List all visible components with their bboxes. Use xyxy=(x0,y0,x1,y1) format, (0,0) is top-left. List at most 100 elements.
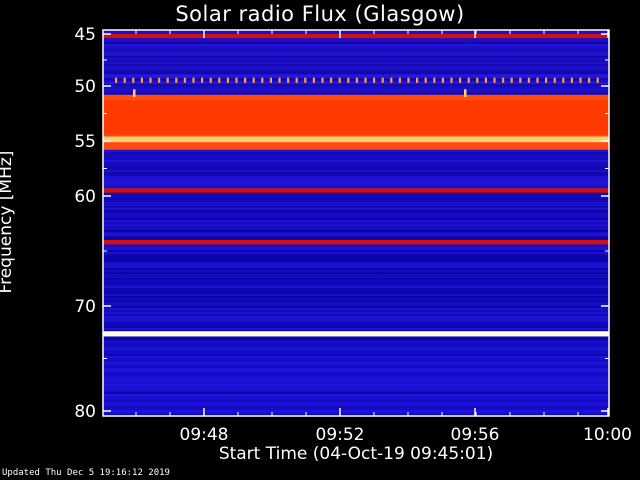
interference-spike xyxy=(201,77,204,83)
texture-stripe xyxy=(103,280,609,282)
texture-stripe xyxy=(103,186,609,188)
interference-spike xyxy=(579,77,582,83)
texture-stripe xyxy=(103,390,609,392)
texture-stripe xyxy=(103,294,609,296)
interference-spike xyxy=(562,77,565,83)
texture-stripe xyxy=(103,176,609,178)
interference-spike xyxy=(373,77,376,83)
texture-stripe xyxy=(103,364,609,366)
interference-spike xyxy=(149,77,152,83)
texture-stripe xyxy=(103,192,609,194)
texture-stripe xyxy=(103,284,609,286)
texture-stripe xyxy=(103,336,609,338)
interference-spike xyxy=(484,77,487,83)
texture-stripe xyxy=(103,158,609,160)
texture-stripe xyxy=(103,276,609,278)
texture-stripe xyxy=(103,270,609,272)
texture-stripe xyxy=(103,206,609,208)
texture-stripe xyxy=(103,398,609,400)
texture-stripe xyxy=(103,368,609,370)
y-tick-label: 70 xyxy=(74,297,96,317)
texture-stripe xyxy=(103,86,609,88)
texture-stripe xyxy=(103,414,609,416)
interference-spike xyxy=(133,89,136,97)
texture-stripe xyxy=(103,252,609,254)
texture-stripe xyxy=(103,50,609,52)
band-mid xyxy=(103,34,609,39)
interference-spike xyxy=(433,77,436,83)
x-axis-label: Start Time (04-Oct-19 09:45:01) xyxy=(218,444,494,464)
interference-spike xyxy=(123,77,126,83)
interference-spike xyxy=(510,77,513,83)
texture-stripe xyxy=(103,184,609,186)
texture-stripe xyxy=(103,32,609,34)
interference-spike xyxy=(441,77,444,83)
texture-stripe xyxy=(103,222,609,224)
texture-stripe xyxy=(103,298,609,300)
texture-stripe xyxy=(103,150,609,152)
texture-stripe xyxy=(103,342,609,344)
texture-stripe xyxy=(103,226,609,228)
texture-stripe xyxy=(103,322,609,324)
texture-stripe xyxy=(103,290,609,292)
interference-spike xyxy=(192,77,195,83)
interference-spike xyxy=(398,77,401,83)
texture-stripe xyxy=(103,378,609,380)
texture-stripe xyxy=(103,306,609,308)
x-tick-label: 10:00 xyxy=(583,425,632,445)
interference-spike xyxy=(304,77,307,83)
texture-stripe xyxy=(103,386,609,388)
texture-stripe xyxy=(103,198,609,200)
spectrogram-stripes xyxy=(103,30,609,416)
texture-stripe xyxy=(103,60,609,62)
updated-timestamp: Updated Thu Dec 5 19:16:12 2019 xyxy=(2,468,170,478)
interference-spike xyxy=(209,77,212,83)
interference-spike xyxy=(278,77,281,83)
texture-stripe xyxy=(103,164,609,166)
texture-stripe xyxy=(103,156,609,158)
texture-stripe xyxy=(103,316,609,318)
interference-spike xyxy=(527,77,530,83)
interference-spike xyxy=(235,77,238,83)
interference-spike xyxy=(416,77,419,83)
texture-stripe xyxy=(103,58,609,60)
texture-stripe xyxy=(103,406,609,408)
texture-stripe xyxy=(103,40,609,42)
band-peak xyxy=(103,136,609,143)
texture-stripe xyxy=(103,292,609,294)
texture-stripe xyxy=(103,354,609,356)
texture-stripe xyxy=(103,194,609,196)
texture-stripe xyxy=(103,88,609,90)
texture-stripe xyxy=(103,282,609,284)
texture-stripe xyxy=(103,278,609,280)
texture-stripe xyxy=(103,234,609,236)
texture-stripe xyxy=(103,202,609,204)
interference-spike xyxy=(261,77,264,83)
texture-stripe xyxy=(103,48,609,50)
band-peak-72mhz xyxy=(103,332,609,336)
texture-stripe xyxy=(103,54,609,56)
texture-stripe xyxy=(103,320,609,322)
texture-stripe xyxy=(103,228,609,230)
texture-stripe xyxy=(103,248,609,250)
texture-stripe xyxy=(103,30,609,32)
x-tick-label: 09:52 xyxy=(316,425,365,445)
interference-spike xyxy=(519,77,522,83)
texture-stripe xyxy=(103,410,609,412)
texture-stripe xyxy=(103,42,609,44)
x-tick-label: 09:56 xyxy=(451,425,500,445)
texture-stripe xyxy=(103,260,609,262)
texture-stripe xyxy=(103,296,609,298)
interference-spike xyxy=(218,77,221,83)
texture-stripe xyxy=(103,366,609,368)
interference-spike xyxy=(596,77,599,83)
interference-spike xyxy=(175,77,178,83)
texture-stripe xyxy=(103,44,609,46)
texture-stripe xyxy=(103,208,609,210)
x-axis-ticks: 09:48 09:52 09:56 10:00 xyxy=(135,30,632,445)
interference-spike xyxy=(588,77,591,83)
texture-stripe xyxy=(103,344,609,346)
texture-stripe xyxy=(103,268,609,270)
interference-spike xyxy=(390,77,393,83)
